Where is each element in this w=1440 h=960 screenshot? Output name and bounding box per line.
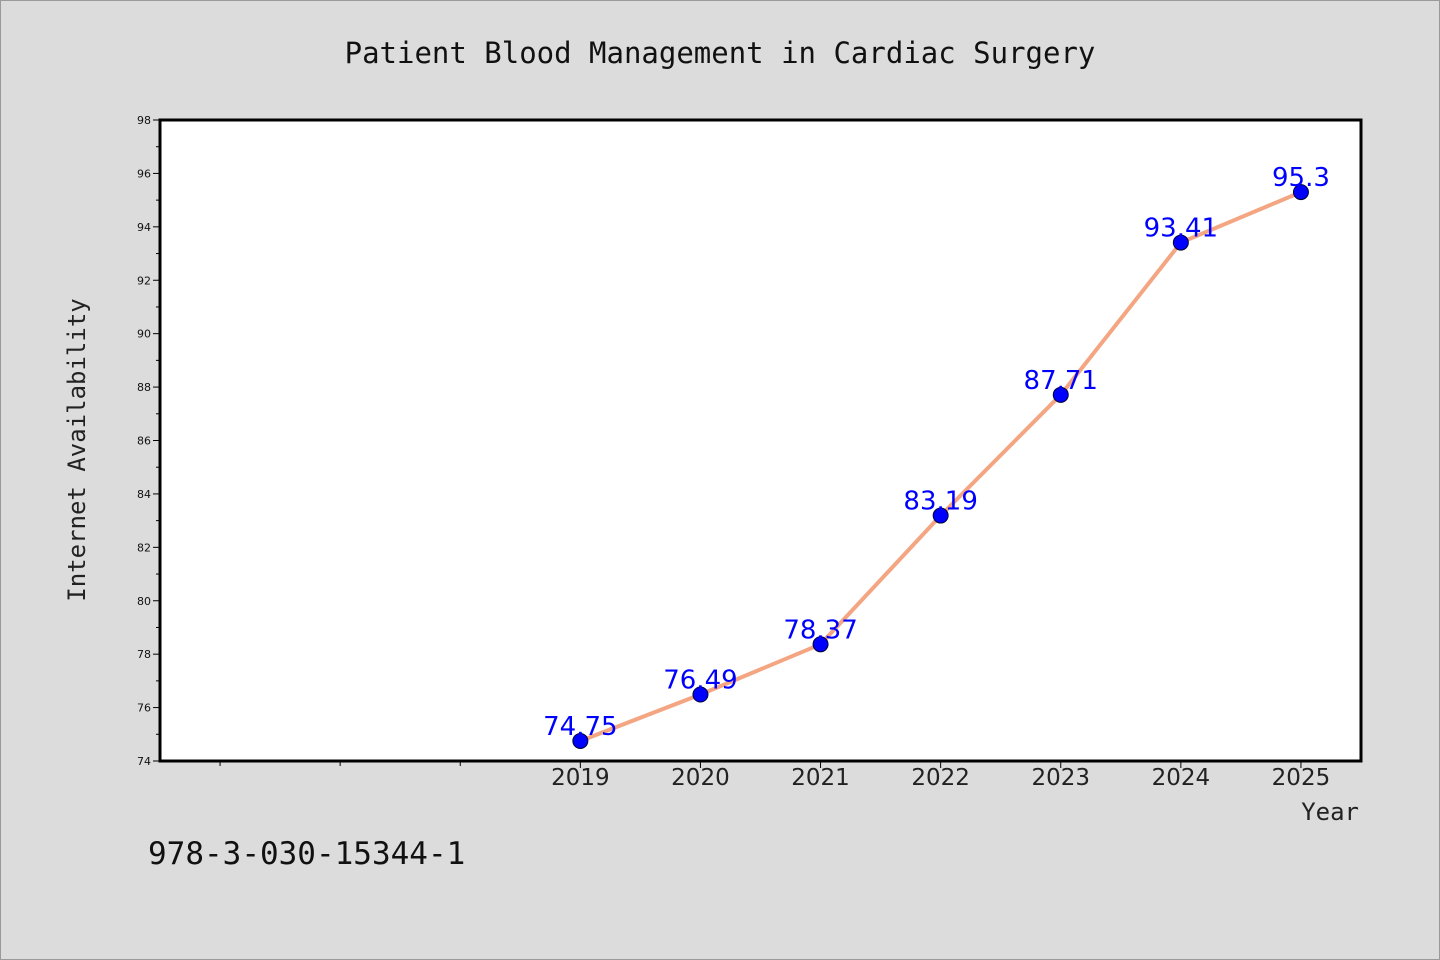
y-tick-label: 84 bbox=[137, 488, 151, 501]
x-tick-label: 2025 bbox=[1272, 765, 1331, 791]
data-point bbox=[1172, 234, 1189, 251]
y-axis-title: Internet Availability bbox=[63, 298, 91, 601]
data-label: 93.41 bbox=[1144, 214, 1218, 244]
x-tick-label: 2021 bbox=[791, 765, 850, 791]
x-tick-label: 2023 bbox=[1031, 765, 1090, 791]
data-point bbox=[692, 686, 709, 703]
data-label: 95.3 bbox=[1272, 163, 1330, 193]
y-tick-label: 94 bbox=[137, 221, 151, 234]
chart-title: Patient Blood Management in Cardiac Surg… bbox=[345, 36, 1096, 70]
data-label: 76.49 bbox=[663, 665, 737, 695]
y-tick-label: 86 bbox=[137, 435, 151, 448]
plot-area bbox=[158, 118, 1363, 763]
data-label: 78.37 bbox=[783, 615, 857, 645]
y-tick-label: 98 bbox=[137, 114, 151, 127]
y-axis: 74 76 78 80 82 84 86 88 90 92 94 96 98 bbox=[137, 114, 160, 768]
x-tick-label: 2020 bbox=[671, 765, 730, 791]
x-tick-label: 2019 bbox=[551, 765, 610, 791]
data-point bbox=[572, 732, 589, 749]
x-tick-label: 2024 bbox=[1152, 765, 1211, 791]
data-label: 87.71 bbox=[1024, 366, 1098, 396]
y-tick-label: 88 bbox=[137, 381, 151, 394]
data-label: 83.19 bbox=[903, 487, 977, 517]
data-point bbox=[1052, 386, 1069, 403]
y-tick-label: 76 bbox=[137, 702, 151, 715]
y-tick-label: 74 bbox=[137, 755, 151, 768]
data-point bbox=[1292, 184, 1309, 201]
series-layer: 74.75 76.49 78.37 83.19 87.71 93.41 95.3 bbox=[543, 163, 1330, 749]
x-tick-label: 2022 bbox=[911, 765, 970, 791]
y-tick-label: 92 bbox=[137, 274, 151, 287]
data-point bbox=[932, 507, 949, 524]
y-tick-label: 80 bbox=[137, 595, 151, 608]
data-label: 74.75 bbox=[543, 712, 617, 742]
x-axis: 2019 2020 2021 2022 2023 2024 2025 bbox=[219, 761, 1331, 791]
footer-code: 978-3-030-15344-1 bbox=[148, 836, 465, 872]
y-tick-label: 96 bbox=[137, 167, 151, 180]
y-tick-label: 78 bbox=[137, 648, 151, 661]
y-tick-label: 82 bbox=[137, 541, 151, 554]
data-point bbox=[812, 636, 829, 653]
x-axis-title: Year bbox=[1301, 798, 1359, 826]
y-tick-label: 90 bbox=[137, 328, 151, 341]
